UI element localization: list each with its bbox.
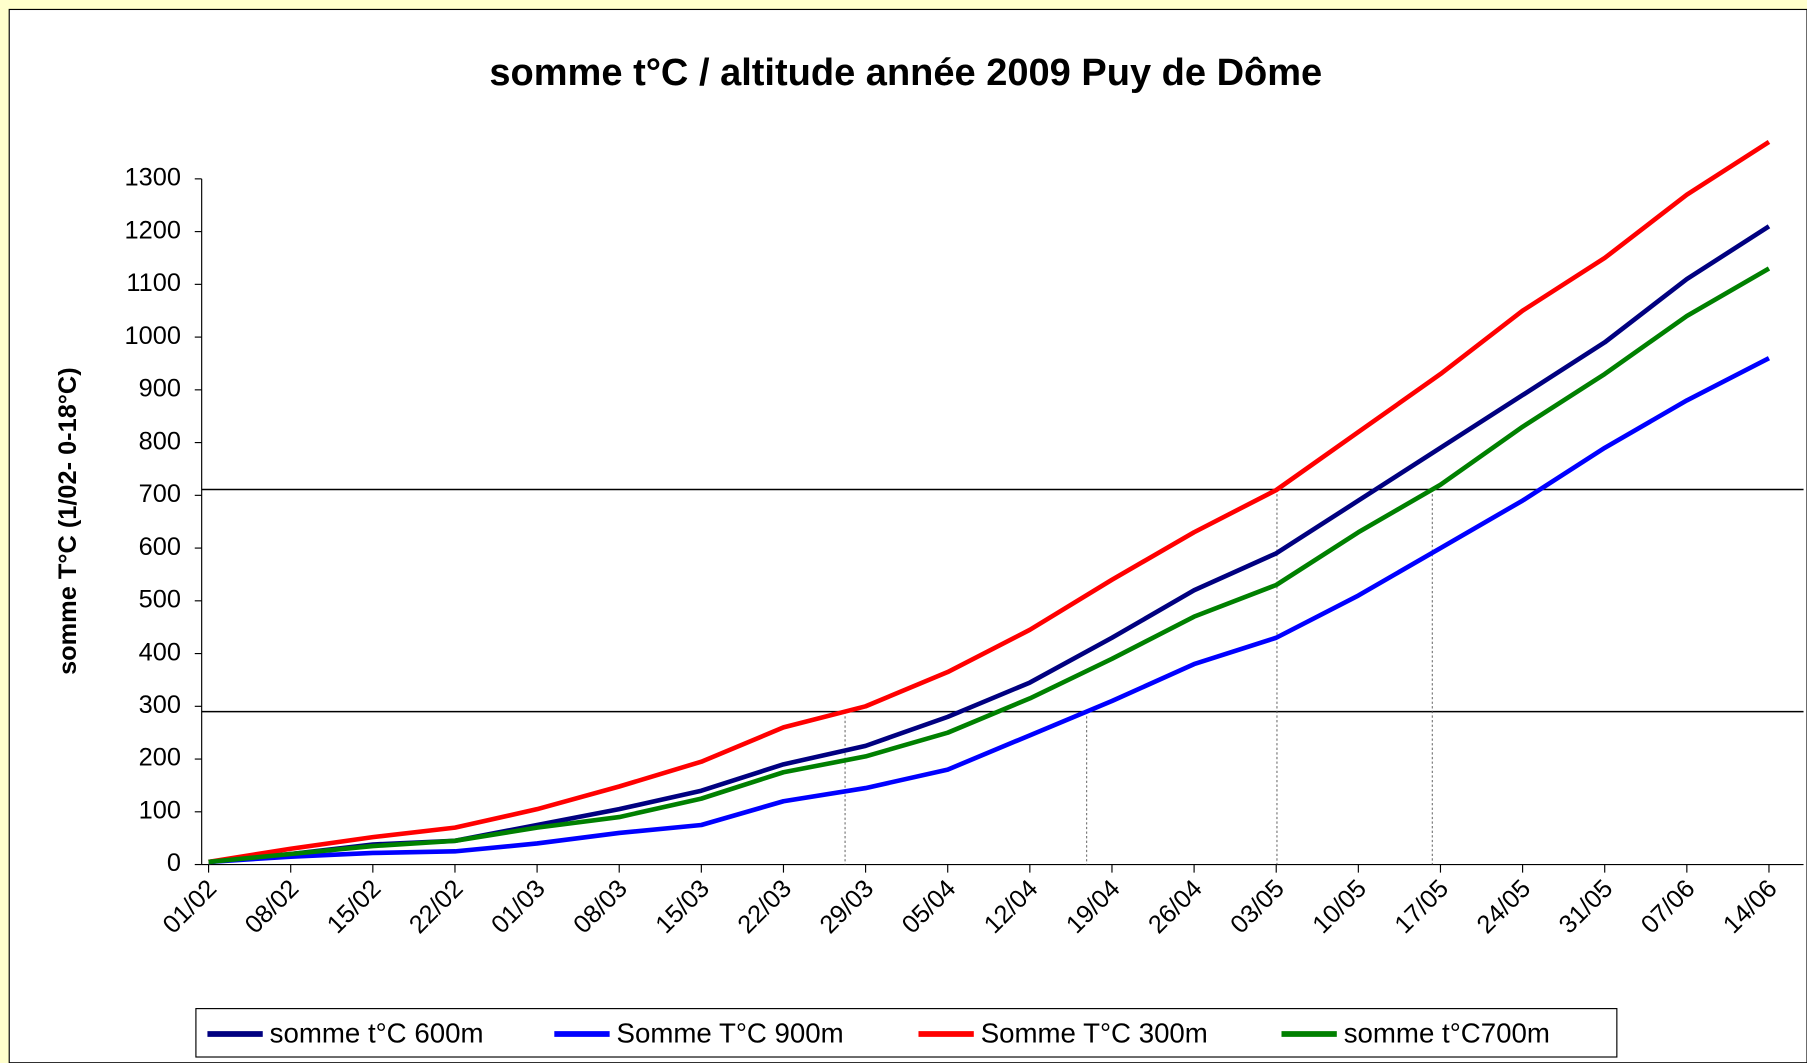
y-tick-label: 200 [139,744,181,772]
series-line [208,266,1771,865]
y-tick-label: 900 [139,375,181,403]
y-tick-label: 1300 [125,164,181,192]
y-tick-label: 400 [139,638,181,666]
y-tick-label: 1200 [125,216,181,244]
y-axis-label: somme T°C (1/02- 0-18°C) [54,367,82,675]
series-line [208,139,1771,865]
y-tick-label: 600 [139,533,181,561]
y-tick-label: 800 [139,427,181,455]
legend-label: somme t°C700m [1344,1017,1550,1048]
y-tick-label: 700 [139,480,181,508]
chart-title: somme t°C / altitude année 2009 Puy de D… [489,52,1322,94]
legend-label: somme t°C 600m [270,1017,484,1048]
y-tick-label: 0 [167,849,181,877]
legend [195,1008,1618,1058]
y-tick-label: 1100 [126,269,181,297]
y-tick-label: 100 [139,797,181,825]
y-tick-label: 1000 [125,322,181,350]
y-tick-label: 300 [139,691,181,719]
legend-label: Somme T°C 900m [617,1017,844,1048]
legend-label: Somme T°C 300m [981,1017,1208,1048]
series-line [208,356,1771,865]
y-tick-label: 500 [139,586,181,614]
chart-area [8,8,1807,1063]
